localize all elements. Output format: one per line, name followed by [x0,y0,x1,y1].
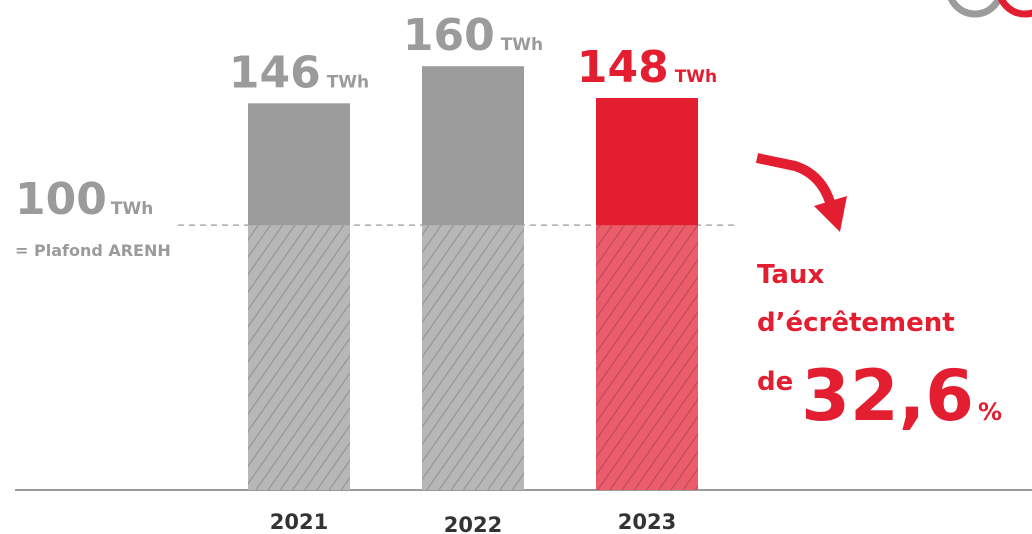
annotation-unit: % [978,398,1002,426]
reference-value: 100 TWh [15,174,153,225]
value-number: 148 [577,42,669,93]
x-tick-label: 2021 [270,510,328,534]
x-tick-label: 2022 [444,513,502,534]
annotation-line: Taux [757,260,824,290]
value-label: 148 TWh [577,42,717,93]
value-unit: TWh [501,35,543,55]
reference-label: = Plafond ARENH [15,241,171,260]
logo-ring [998,0,1032,18]
bar-hatch [596,225,698,490]
value-label: 160 TWh [403,10,543,61]
annotation-line: d’écrêtement [757,308,955,338]
value-number: 146 [229,47,321,98]
arrow-head [814,196,847,232]
reference-number: 100 [15,174,107,225]
value-number: 160 [403,10,495,61]
logo-ring [948,0,1002,18]
annotation-figure: de 32,6% [757,355,1002,437]
value-unit: TWh [327,72,369,92]
annotation-value: 32,6 [801,355,974,437]
annotation-prefix: de [757,367,793,397]
value-label: 146 TWh [229,47,369,98]
annotation: Taux d’écrêtement de 32,6% [757,260,1002,437]
reference-unit: TWh [111,199,153,219]
value-unit: TWh [675,67,717,87]
bar-hatch [248,225,350,490]
bar-hatch [422,225,524,490]
x-tick-label: 2023 [618,510,676,534]
